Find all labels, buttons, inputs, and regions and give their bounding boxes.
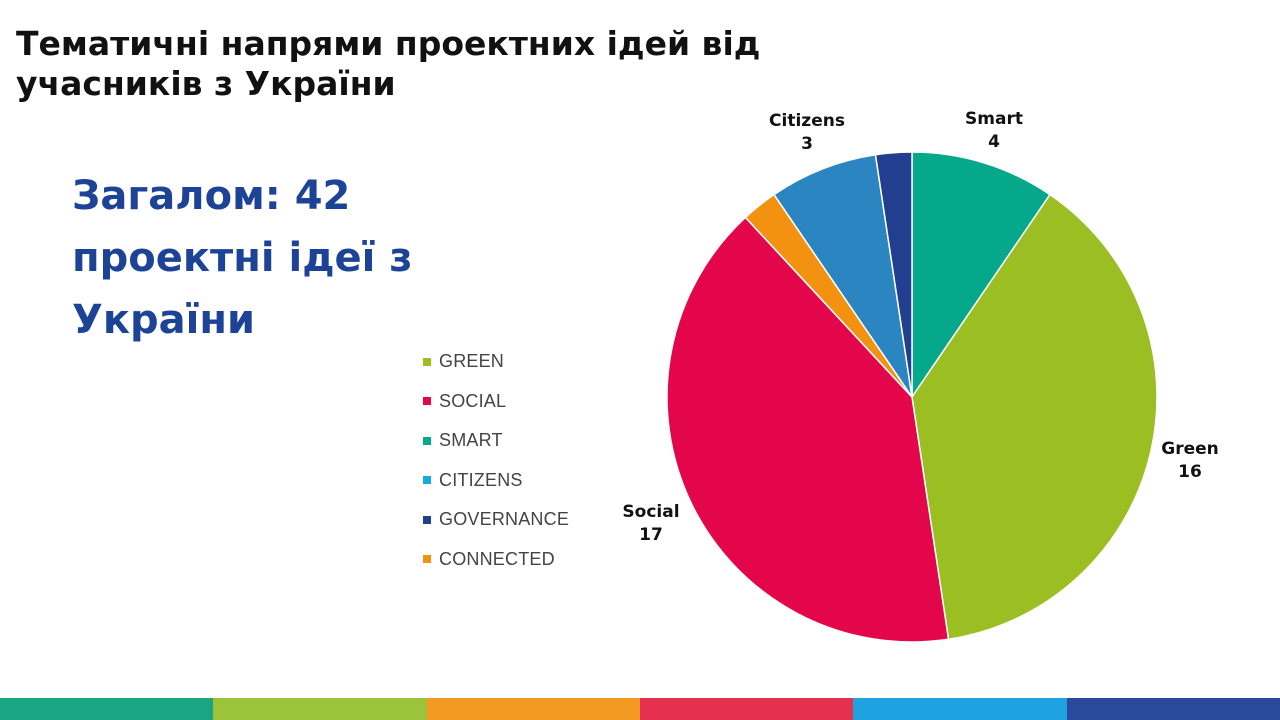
slice-label-smart-value: 4 (988, 132, 1000, 152)
legend-item-green: GREEN (423, 342, 569, 382)
slice-label-green-name: Green (1161, 439, 1219, 459)
legend-swatch-connected (423, 555, 431, 564)
legend-label-social: SOCIAL (439, 390, 507, 411)
legend-swatch-citizens (423, 476, 431, 485)
slice-label-social-name: Social (622, 502, 680, 522)
footer-segment-2 (213, 698, 427, 720)
legend-label-citizens: CITIZENS (439, 469, 523, 490)
slice-label-social: Social 17 (591, 501, 711, 547)
slice-label-citizens: Citizens 3 (747, 110, 867, 156)
slice-label-green: Green 16 (1130, 438, 1250, 484)
legend-label-smart: SMART (439, 430, 503, 451)
footer-segment-4 (639, 698, 854, 720)
slide-title: Тематичні напрями проектних ідей від уча… (16, 24, 761, 103)
legend-item-citizens: CITIZENS (423, 461, 569, 501)
pie-slice-connected (744, 193, 913, 398)
footer-segment-5 (853, 698, 1067, 720)
legend-item-social: SOCIAL (423, 382, 569, 422)
slice-label-smart-name: Smart (965, 109, 1023, 129)
total-ideas-summary: Загалом: 42 проектні ідеї з України (72, 173, 413, 343)
pie-slice-smart (911, 151, 1052, 400)
slice-label-green-value: 16 (1178, 462, 1202, 482)
slice-label-smart: Smart 4 (934, 108, 1054, 154)
footer-segment-1 (0, 698, 214, 720)
legend-swatch-social (423, 397, 431, 406)
pie-slice-social (666, 216, 950, 643)
slice-label-citizens-name: Citizens (769, 111, 845, 131)
chart-legend: GREEN SOCIAL SMART CITIZENS GOVERNANCE C… (423, 342, 569, 579)
footer-segment-3 (426, 698, 640, 720)
slice-label-social-value: 17 (639, 525, 663, 545)
legend-swatch-green (423, 357, 431, 366)
slice-label-citizens-value: 3 (801, 134, 813, 154)
legend-item-smart: SMART (423, 421, 569, 461)
footer-segment-6 (1066, 698, 1280, 720)
legend-swatch-smart (423, 436, 431, 445)
pie-slice-green (911, 193, 1158, 641)
footer-color-bar (0, 698, 1280, 720)
legend-item-governance: GOVERNANCE (423, 500, 569, 540)
legend-item-connected: CONNECTED (423, 540, 569, 580)
pie-slice-citizens (772, 153, 913, 398)
legend-label-governance: GOVERNANCE (439, 509, 570, 530)
legend-label-connected: CONNECTED (439, 548, 555, 569)
legend-swatch-governance (423, 515, 431, 524)
legend-label-green: GREEN (439, 351, 505, 372)
pie-slice-governance (874, 151, 913, 398)
